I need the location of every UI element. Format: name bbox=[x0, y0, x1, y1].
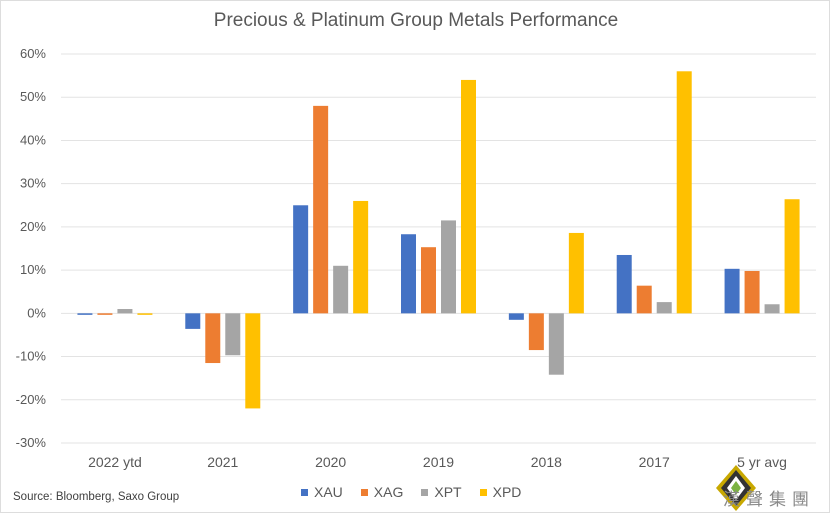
legend-item-xag: XAG bbox=[360, 484, 404, 500]
chart-title: Precious & Platinum Group Metals Perform… bbox=[213, 10, 619, 31]
bar-xpd bbox=[245, 313, 261, 409]
y-tick-label: 20% bbox=[20, 219, 46, 234]
legend-label: XAG bbox=[373, 484, 404, 500]
x-tick-label: 2020 bbox=[315, 454, 346, 470]
bar-xau bbox=[293, 205, 309, 314]
bar-xau bbox=[185, 313, 201, 329]
y-tick-label: 40% bbox=[20, 132, 46, 147]
legend-item-xau: XAU bbox=[301, 484, 343, 500]
y-tick-label: 10% bbox=[20, 262, 46, 277]
bar-xau bbox=[508, 313, 524, 320]
y-tick-label: -30% bbox=[16, 435, 47, 450]
bar-xau bbox=[77, 313, 93, 315]
bar-xag bbox=[528, 313, 544, 351]
bar-xau bbox=[401, 234, 416, 314]
bar-xpt bbox=[225, 313, 241, 356]
bar-xag bbox=[313, 105, 329, 314]
legend-swatch bbox=[360, 488, 368, 496]
bar-xpt bbox=[764, 304, 780, 314]
watermark-text: 漢聲集團 bbox=[723, 490, 815, 510]
legend-swatch bbox=[479, 488, 487, 496]
bar-xpd bbox=[568, 232, 584, 314]
bar-xpd bbox=[461, 79, 476, 314]
legend-item-xpt: XPT bbox=[421, 484, 462, 500]
x-tick-label: 2022 ytd bbox=[88, 454, 142, 470]
legend-label: XPD bbox=[492, 484, 522, 500]
legend: XAU XAG XPT XPD bbox=[301, 484, 521, 500]
bar-xpd bbox=[784, 199, 800, 314]
x-tick-label: 2017 bbox=[639, 454, 670, 470]
bar-xpd bbox=[137, 313, 153, 315]
bar-xpt bbox=[333, 265, 349, 314]
x-tick-label: 5 yr avg bbox=[737, 454, 787, 470]
bar-xau bbox=[724, 268, 740, 314]
bar-xpt bbox=[441, 220, 456, 314]
bar-xag bbox=[744, 270, 760, 314]
bar-xpd bbox=[353, 200, 369, 314]
y-tick-label: 60% bbox=[20, 46, 46, 61]
bar-xag bbox=[97, 313, 113, 315]
y-tick-label: -10% bbox=[16, 349, 47, 364]
bar-xpt bbox=[117, 309, 133, 314]
y-tick-label: 50% bbox=[20, 89, 46, 104]
watermark-logo-icon bbox=[716, 465, 756, 511]
y-tick-label: 0% bbox=[27, 305, 46, 320]
legend-swatch bbox=[421, 488, 429, 496]
bar-xpt bbox=[656, 302, 672, 314]
bar-xag bbox=[205, 313, 221, 364]
legend-label: XAU bbox=[314, 484, 343, 500]
legend-swatch bbox=[301, 488, 308, 496]
bar-xag bbox=[636, 285, 652, 314]
bar-xag bbox=[421, 247, 436, 314]
x-tick-label: 2021 bbox=[207, 454, 238, 470]
x-tick-label: 2019 bbox=[423, 454, 454, 470]
y-tick-label: 30% bbox=[20, 176, 46, 191]
bar-xpt bbox=[548, 313, 564, 375]
source-note: Source: Bloomberg, Saxo Group bbox=[13, 491, 180, 503]
bar-xau bbox=[616, 254, 632, 314]
legend-item-xpd: XPD bbox=[479, 484, 522, 500]
bar-xpd bbox=[676, 71, 692, 314]
y-tick-label: -20% bbox=[16, 392, 47, 407]
x-tick-label: 2018 bbox=[531, 454, 562, 470]
legend-label: XPT bbox=[434, 484, 462, 500]
